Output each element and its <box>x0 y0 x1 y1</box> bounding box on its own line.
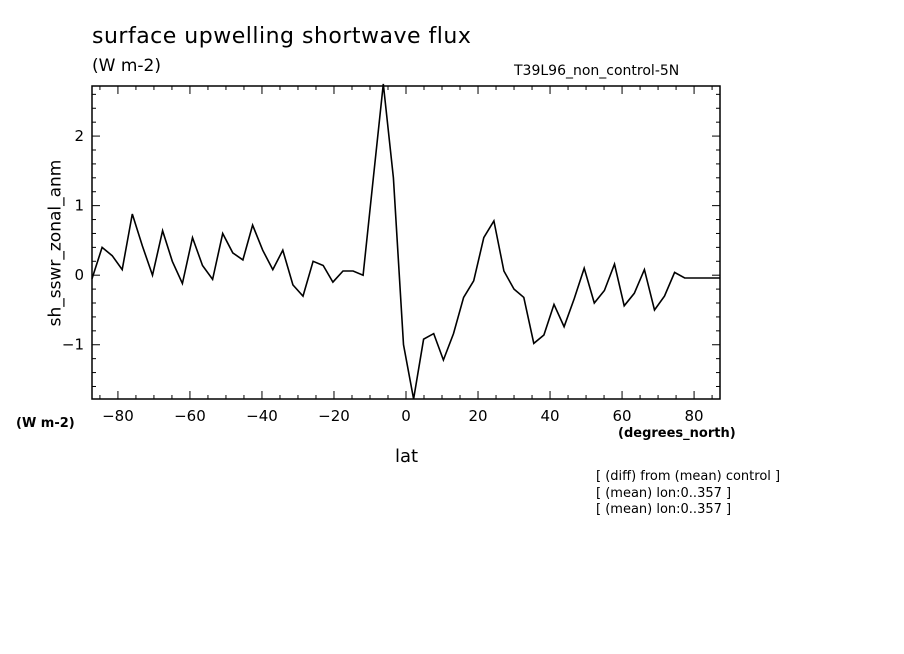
axis-ticks <box>92 86 720 399</box>
y-axis-units: (W m-2) <box>16 416 75 431</box>
x-tick-label: 20 <box>468 407 487 425</box>
x-axis-units: (degrees_north) <box>618 426 736 441</box>
x-axis-label: lat <box>395 446 419 467</box>
x-tick-label: −60 <box>174 407 206 425</box>
y-tick-label: −1 <box>62 336 84 354</box>
y-tick-label: 1 <box>74 197 84 215</box>
series-line <box>91 83 720 400</box>
x-tick-label: 0 <box>401 407 411 425</box>
chart-units: (W m-2) <box>92 56 161 76</box>
x-tick-label: −20 <box>318 407 350 425</box>
x-tick-label: −80 <box>102 407 134 425</box>
y-tick-label: 2 <box>74 127 84 145</box>
x-tick-label: 80 <box>685 407 704 425</box>
footnote-mean-lon-1: [ (mean) lon:0..357 ] <box>596 486 732 501</box>
run-label: T39L96_non_control-5N <box>514 63 680 79</box>
chart-title: surface upwelling shortwave flux <box>92 24 472 49</box>
axis-tick-labels: −80 −60 −40 −20 0 20 40 60 80 −1 0 1 2 <box>62 127 704 425</box>
x-tick-label: 60 <box>613 407 632 425</box>
plot-frame <box>91 85 721 400</box>
footnote-mean-lon-2: [ (mean) lon:0..357 ] <box>596 502 732 517</box>
x-tick-label: 40 <box>540 407 559 425</box>
y-tick-label: 0 <box>74 266 84 284</box>
footnote-diff: [ (diff) from (mean) control ] <box>596 469 781 484</box>
x-tick-label: −40 <box>246 407 278 425</box>
